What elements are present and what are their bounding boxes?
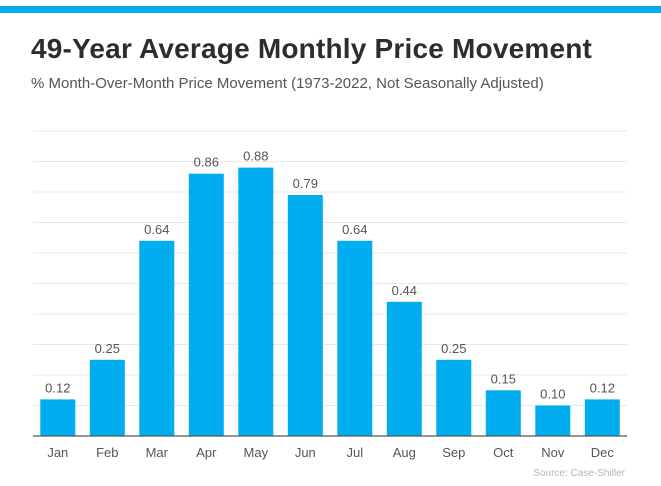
bar-value-label-nov: 0.10 bbox=[540, 387, 565, 402]
bar-value-label-jul: 0.64 bbox=[342, 222, 367, 237]
x-tick-label-sep: Sep bbox=[442, 445, 465, 460]
x-tick-label-dec: Dec bbox=[591, 445, 615, 460]
top-accent-bar bbox=[0, 6, 661, 13]
bar-value-label-sep: 0.25 bbox=[441, 341, 466, 356]
x-tick-label-may: May bbox=[244, 445, 269, 460]
bar-value-label-dec: 0.12 bbox=[590, 380, 615, 395]
bar-apr bbox=[188, 173, 224, 436]
x-tick-labels: Jan Feb Mar Apr May Jun Jul Aug Sep Oct Nov Dec bbox=[47, 445, 614, 460]
x-tick-label-aug: Aug bbox=[393, 445, 416, 460]
bar-value-label-oct: 0.15 bbox=[491, 371, 516, 386]
bar-dec bbox=[584, 399, 620, 436]
bar-value-label-feb: 0.25 bbox=[95, 341, 120, 356]
bar-jul bbox=[337, 240, 373, 436]
bar-value-label-jan: 0.12 bbox=[45, 380, 70, 395]
x-tick-label-jan: Jan bbox=[47, 445, 68, 460]
source-note: Source: Case-Shiller bbox=[533, 468, 625, 479]
bar-feb bbox=[89, 359, 125, 437]
bar-aug bbox=[386, 301, 422, 436]
bar-nov bbox=[535, 405, 571, 436]
x-tick-label-oct: Oct bbox=[493, 445, 514, 460]
bar-may bbox=[238, 167, 274, 436]
bar-value-label-apr: 0.86 bbox=[194, 155, 219, 170]
bar-value-label-aug: 0.44 bbox=[392, 283, 417, 298]
x-tick-label-mar: Mar bbox=[146, 445, 169, 460]
bars bbox=[40, 167, 620, 437]
grid-lines bbox=[33, 130, 627, 406]
bar-jun bbox=[287, 195, 323, 436]
chart-title: 49-Year Average Monthly Price Movement bbox=[31, 33, 593, 64]
x-tick-label-apr: Apr bbox=[196, 445, 217, 460]
chart-subtitle: % Month-Over-Month Price Movement (1973-… bbox=[31, 75, 544, 92]
bar-value-label-mar: 0.64 bbox=[144, 222, 169, 237]
bar-value-labels: 0.12 0.25 0.64 0.86 0.88 0.79 0.64 0.44 0.25 0.15… bbox=[45, 149, 615, 402]
bar-mar bbox=[139, 240, 175, 436]
x-tick-label-nov: Nov bbox=[541, 445, 565, 460]
bar-sep bbox=[436, 359, 472, 437]
x-tick-label-jun: Jun bbox=[295, 445, 316, 460]
x-tick-label-feb: Feb bbox=[96, 445, 118, 460]
x-tick-label-jul: Jul bbox=[346, 445, 363, 460]
bar-value-label-may: 0.88 bbox=[243, 149, 268, 164]
bar-value-label-jun: 0.79 bbox=[293, 176, 318, 191]
bar-oct bbox=[485, 390, 521, 437]
bar-jan bbox=[40, 399, 76, 436]
